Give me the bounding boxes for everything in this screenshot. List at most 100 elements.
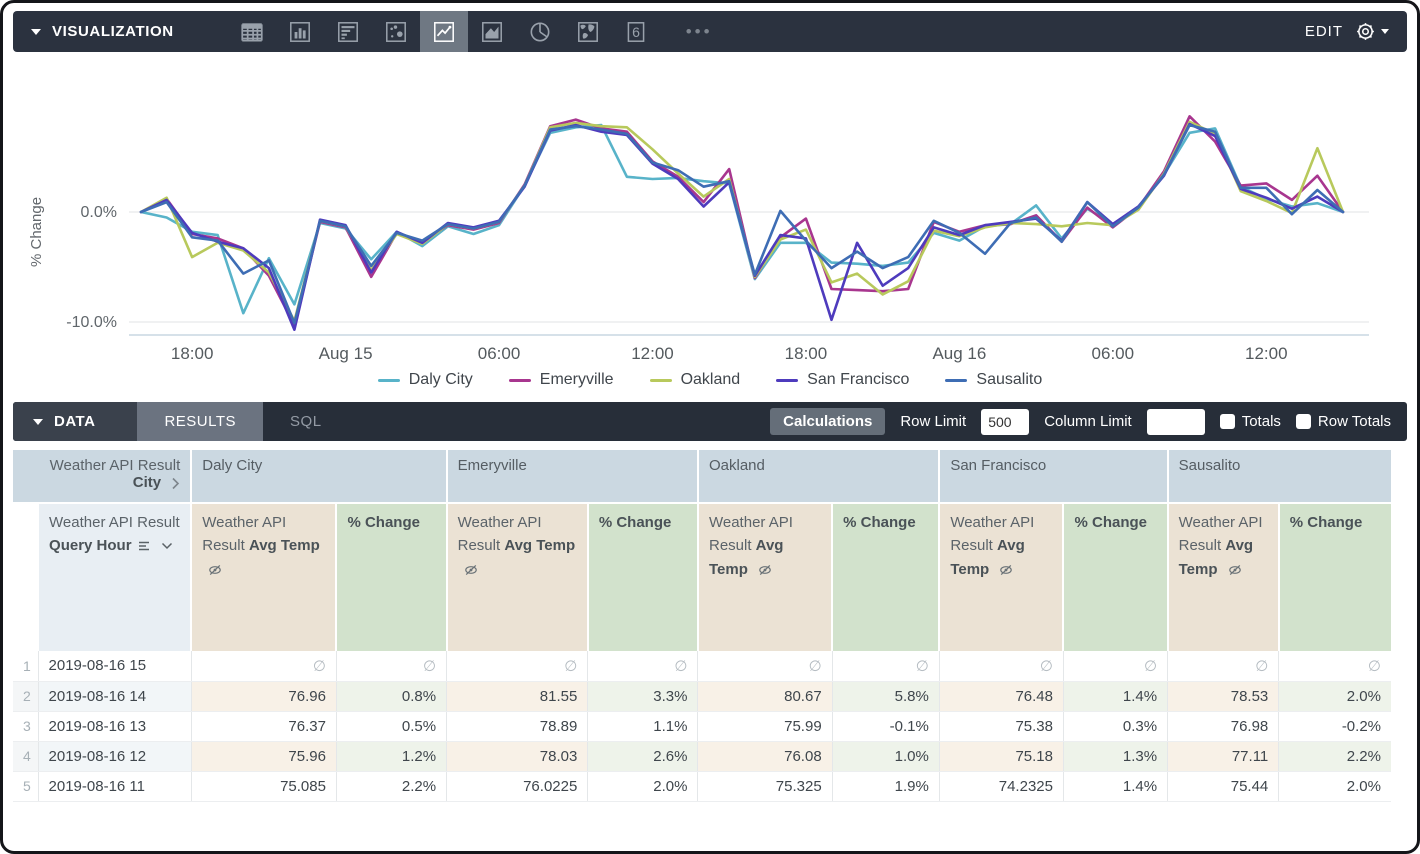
legend-item[interactable]: Emeryville [508, 371, 614, 389]
map-chart-icon[interactable] [564, 11, 612, 52]
value-cell[interactable]: 75.085 [190, 771, 337, 802]
value-cell[interactable]: ∅ [697, 651, 833, 682]
edit-button[interactable]: EDIT [1304, 23, 1343, 40]
value-cell[interactable]: 0.3% [1062, 711, 1168, 742]
legend-item[interactable]: Oakland [649, 371, 740, 389]
calculations-button[interactable]: Calculations [770, 408, 886, 435]
value-cell[interactable]: 2.0% [1278, 771, 1391, 802]
value-cell[interactable]: 2.0% [1278, 681, 1391, 712]
area-chart-icon[interactable] [468, 11, 516, 52]
value-cell[interactable]: 3.3% [587, 681, 698, 712]
value-cell[interactable]: 76.0225 [446, 771, 588, 802]
value-cell[interactable]: ∅ [335, 651, 447, 682]
pct-change-header[interactable]: % Change [1277, 502, 1391, 651]
query-hour-cell[interactable]: 2019-08-16 11 [37, 771, 192, 802]
line-chart-icon[interactable] [419, 11, 468, 52]
value-cell[interactable]: ∅ [446, 651, 588, 682]
pivot-value-header[interactable]: San Francisco [938, 450, 1168, 503]
scatter-chart-icon[interactable] [372, 11, 420, 52]
query-hour-header[interactable]: Weather API Result Query Hour [37, 502, 192, 651]
value-cell[interactable]: 76.98 [1167, 711, 1279, 742]
avg-temp-header[interactable]: Weather API Result Avg Temp [445, 502, 588, 651]
tab-sql[interactable]: SQL [263, 402, 349, 441]
collapse-caret-icon[interactable] [31, 28, 41, 35]
pivot-field-header[interactable]: Weather API Result City [13, 450, 192, 503]
data-section-header[interactable]: DATA [13, 402, 138, 441]
row-limit-input[interactable] [981, 408, 1030, 435]
value-cell[interactable]: 1.1% [587, 711, 698, 742]
pct-change-header[interactable]: % Change [335, 502, 447, 651]
value-cell[interactable]: 78.53 [1167, 681, 1279, 712]
value-cell[interactable]: 75.44 [1167, 771, 1279, 802]
query-hour-cell[interactable]: 2019-08-16 13 [37, 711, 192, 742]
value-cell[interactable]: 2.2% [1278, 741, 1391, 772]
column-limit-input[interactable] [1146, 408, 1205, 435]
value-cell[interactable]: 75.325 [697, 771, 833, 802]
value-cell[interactable]: 74.2325 [938, 771, 1064, 802]
value-cell[interactable]: 0.5% [335, 711, 447, 742]
pivot-value-header[interactable]: Daly City [190, 450, 447, 503]
value-cell[interactable]: 78.89 [446, 711, 588, 742]
tab-results[interactable]: RESULTS [137, 402, 264, 441]
row-totals-checkbox[interactable] [1295, 414, 1311, 429]
value-cell[interactable]: 75.18 [938, 741, 1064, 772]
value-cell[interactable]: 2.6% [587, 741, 698, 772]
pct-change-header[interactable]: % Change [1062, 502, 1168, 651]
value-cell[interactable]: 1.2% [335, 741, 447, 772]
value-cell[interactable]: 2.2% [335, 771, 447, 802]
legend-item[interactable]: San Francisco [776, 371, 909, 389]
avg-temp-header[interactable]: Weather API Result Avg Temp [190, 502, 337, 651]
value-cell[interactable]: 78.03 [446, 741, 588, 772]
value-cell[interactable]: ∅ [190, 651, 337, 682]
value-cell[interactable]: 80.67 [697, 681, 833, 712]
value-cell[interactable]: 75.96 [190, 741, 337, 772]
query-hour-cell[interactable]: 2019-08-16 12 [37, 741, 192, 772]
pivot-value-header[interactable]: Sausalito [1166, 450, 1391, 503]
pct-change-header[interactable]: % Change [831, 502, 940, 651]
value-cell[interactable]: 76.48 [938, 681, 1064, 712]
value-cell[interactable]: ∅ [831, 651, 940, 682]
pivot-value-header[interactable]: Oakland [696, 450, 940, 503]
chevron-down-icon[interactable] [161, 542, 173, 550]
value-cell[interactable]: 1.9% [831, 771, 940, 802]
value-cell[interactable]: ∅ [587, 651, 698, 682]
value-cell[interactable]: 1.4% [1062, 771, 1168, 802]
value-cell[interactable]: ∅ [938, 651, 1064, 682]
query-hour-cell[interactable]: 2019-08-16 15 [37, 651, 192, 682]
value-cell[interactable]: 76.37 [190, 711, 337, 742]
value-cell[interactable]: 1.3% [1062, 741, 1168, 772]
value-cell[interactable]: 1.0% [831, 741, 940, 772]
value-cell[interactable]: 75.99 [697, 711, 833, 742]
value-cell[interactable]: 81.55 [446, 681, 588, 712]
value-cell[interactable]: ∅ [1167, 651, 1279, 682]
value-cell[interactable]: 77.11 [1167, 741, 1279, 772]
legend-item[interactable]: Sausalito [945, 371, 1042, 389]
value-cell[interactable]: -0.1% [831, 711, 940, 742]
value-cell[interactable]: 1.4% [1062, 681, 1168, 712]
value-cell[interactable]: 76.08 [697, 741, 833, 772]
pivot-value-header[interactable]: Emeryville [445, 450, 698, 503]
column-chart-icon[interactable] [276, 11, 324, 52]
avg-temp-header[interactable]: Weather API Result Avg Temp [938, 502, 1064, 651]
value-cell[interactable]: 0.8% [335, 681, 447, 712]
pct-change-header[interactable]: % Change [586, 502, 698, 651]
pie-chart-icon[interactable] [516, 11, 564, 52]
value-cell[interactable]: 76.96 [190, 681, 337, 712]
value-cell[interactable]: 2.0% [587, 771, 698, 802]
value-cell[interactable]: 5.8% [831, 681, 940, 712]
chevron-right-icon[interactable] [171, 477, 180, 490]
avg-temp-header[interactable]: Weather API Result Avg Temp [1166, 502, 1279, 651]
avg-temp-header[interactable]: Weather API Result Avg Temp [696, 502, 833, 651]
viz-settings-button[interactable] [1355, 21, 1389, 42]
bar-chart-icon[interactable] [324, 11, 372, 52]
value-cell[interactable]: ∅ [1278, 651, 1391, 682]
totals-checkbox[interactable] [1219, 414, 1235, 429]
more-chart-types-icon[interactable]: ••• [685, 21, 713, 41]
value-cell[interactable]: ∅ [1062, 651, 1168, 682]
legend-item[interactable]: Daly City [377, 371, 473, 389]
value-cell[interactable]: -0.2% [1278, 711, 1391, 742]
query-hour-cell[interactable]: 2019-08-16 14 [37, 681, 192, 712]
value-cell[interactable]: 75.38 [938, 711, 1064, 742]
table-chart-icon[interactable] [228, 11, 276, 52]
single-value-icon[interactable]: 6 [612, 11, 660, 52]
